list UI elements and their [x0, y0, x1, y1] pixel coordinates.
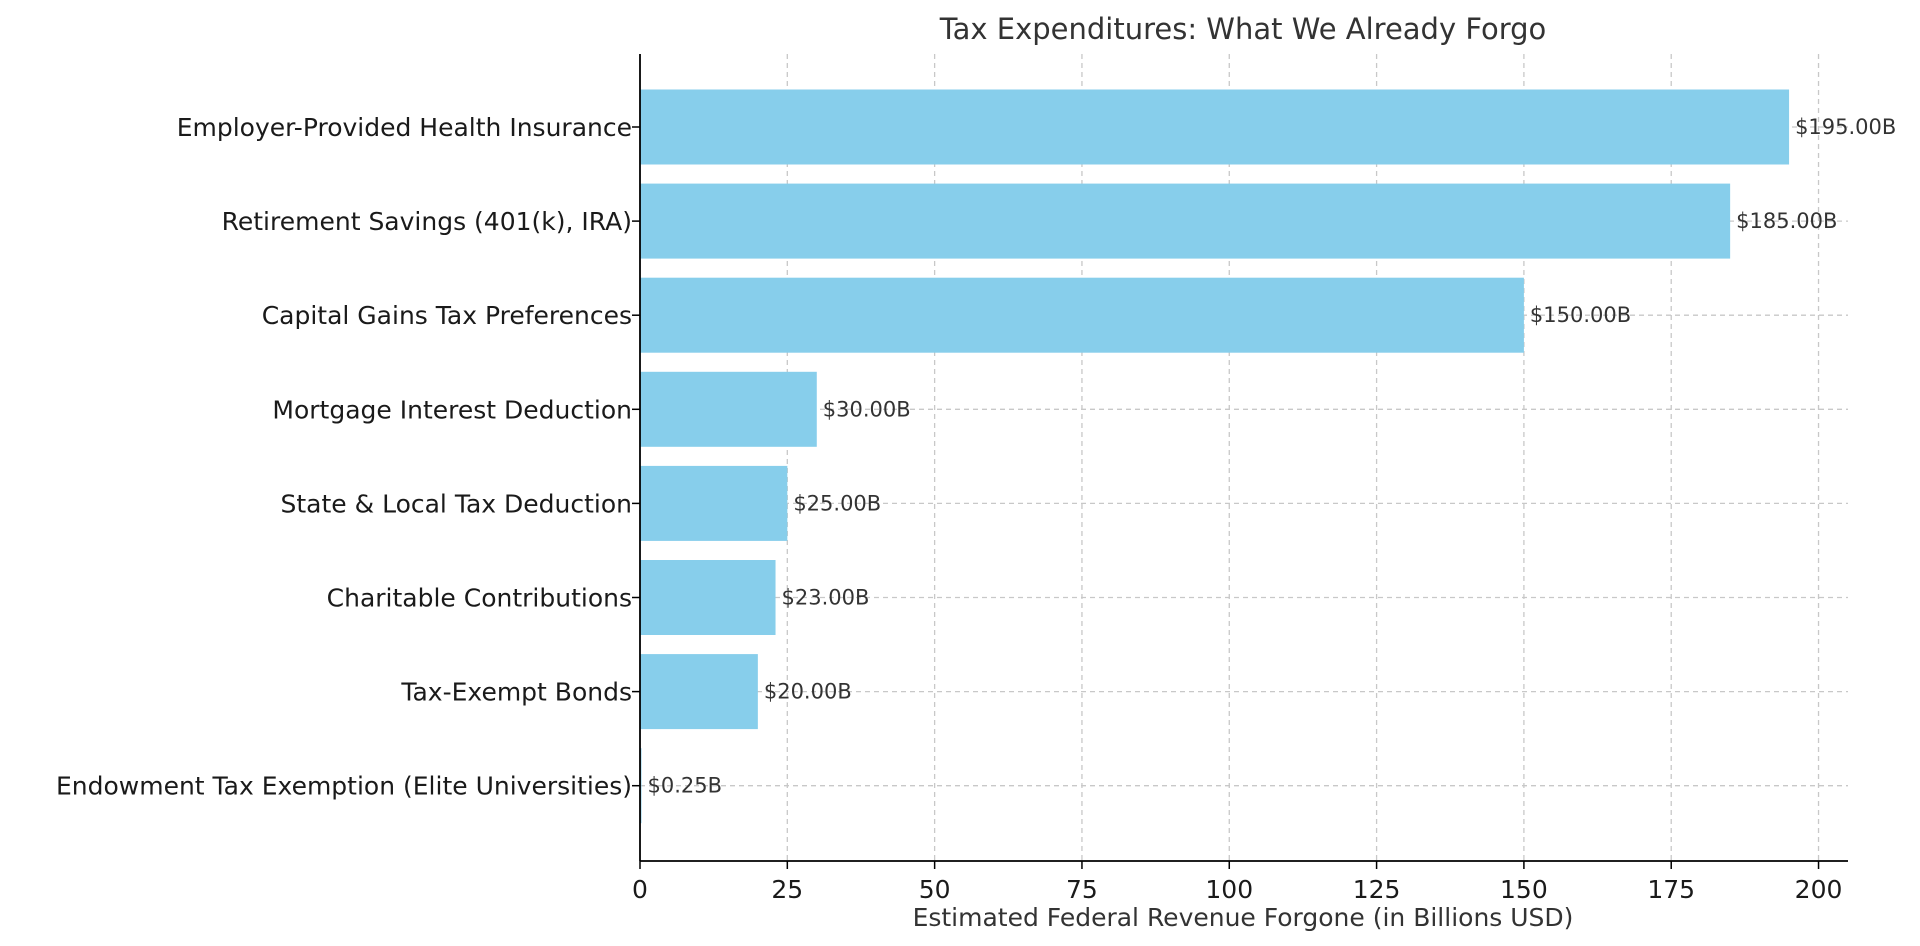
category-label: Mortgage Interest Deduction — [272, 395, 632, 424]
value-label: $25.00B — [793, 491, 881, 515]
category-label: Capital Gains Tax Preferences — [262, 301, 632, 330]
x-tick-label: 50 — [919, 875, 951, 904]
bar — [640, 560, 776, 635]
x-tick-label: 100 — [1205, 875, 1253, 904]
x-tick-label: 200 — [1795, 875, 1843, 904]
value-label: $20.00B — [764, 680, 852, 704]
value-labels: $195.00B $185.00B $150.00B $30.00B $25.00B $2… — [647, 115, 1896, 798]
grid-lines — [640, 54, 1848, 861]
bar — [640, 465, 788, 541]
bar — [640, 654, 758, 730]
x-tick-label: 25 — [771, 875, 803, 904]
bar — [640, 277, 1524, 353]
category-label: Endowment Tax Exemption (Elite Universit… — [56, 772, 632, 801]
bar — [640, 371, 817, 447]
bars — [640, 89, 1790, 824]
x-tick-label: 75 — [1066, 875, 1098, 904]
value-label: $150.00B — [1530, 303, 1631, 327]
category-label: Charitable Contributions — [327, 584, 632, 613]
chart-title: Tax Expenditures: What We Already Forgo — [939, 12, 1547, 46]
bar — [640, 89, 1790, 165]
bar — [640, 183, 1731, 259]
value-label: $30.00B — [823, 397, 911, 421]
category-label: State & Local Tax Deduction — [281, 489, 632, 518]
value-label: $195.00B — [1795, 115, 1896, 139]
value-label: $185.00B — [1736, 209, 1837, 233]
category-label: Tax-Exempt Bonds — [400, 678, 632, 707]
category-labels: Employer-Provided Health Insurance Retire… — [56, 113, 640, 801]
category-label: Employer-Provided Health Insurance — [177, 113, 632, 142]
value-label: $23.00B — [782, 586, 870, 610]
x-tick-label: 175 — [1647, 875, 1695, 904]
category-label: Retirement Savings (401(k), IRA) — [222, 207, 632, 236]
x-axis-label: Estimated Federal Revenue Forgone (in Bi… — [913, 903, 1574, 932]
x-tick-label: 125 — [1353, 875, 1401, 904]
x-tick-label: 150 — [1500, 875, 1548, 904]
x-tick-label: 0 — [632, 875, 648, 904]
x-tick-labels: 0 25 50 75 100 125 150 175 200 — [632, 861, 1842, 904]
value-label: $0.25B — [647, 774, 722, 798]
